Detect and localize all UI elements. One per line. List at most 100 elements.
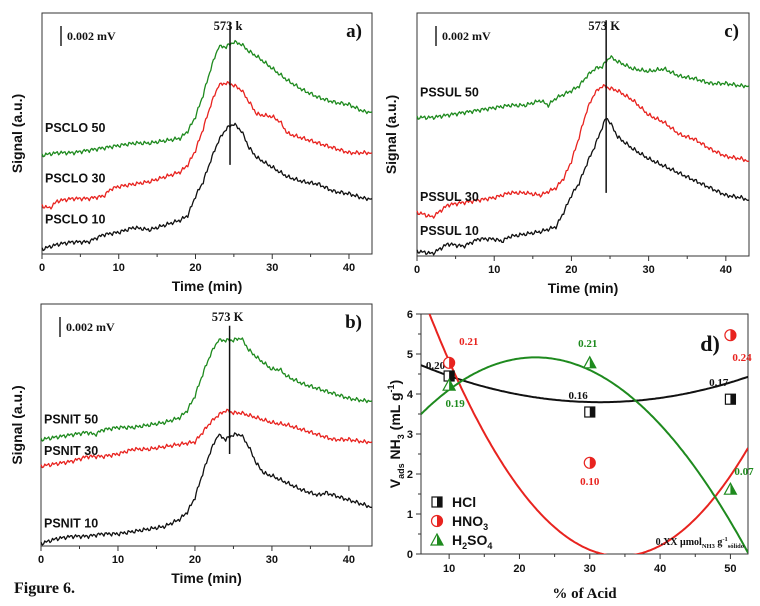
data-label: 0.21: [459, 336, 478, 348]
data-label: 0.16: [569, 390, 589, 402]
x-tick-label: 20: [565, 264, 577, 276]
y-axis-title: Signal (a.u.): [9, 385, 25, 464]
y-tick-label: 2: [407, 469, 413, 481]
data-label: 0.07: [734, 466, 754, 478]
x-tick-label: 30: [266, 554, 278, 566]
series-label: PSCLO 30: [45, 172, 105, 186]
panel-label: c): [724, 21, 739, 42]
y-axis-title-part: -1: [386, 384, 396, 392]
trace-psclo-50: [41, 39, 373, 158]
x-tick-label: 0: [39, 262, 45, 274]
marker-fill: [449, 357, 455, 369]
fit-curve-hno3: [428, 314, 748, 554]
y-axis-title-part: 3: [396, 434, 406, 439]
marker-label: 573 k: [214, 19, 243, 33]
unit-sup: -1: [722, 536, 727, 543]
x-axis-title: Time (min): [171, 570, 242, 586]
panel-label: a): [346, 21, 362, 42]
series-label: PSNIT 30: [44, 444, 98, 458]
x-tick-label: 30: [643, 264, 655, 276]
trace-psclo-30: [41, 81, 373, 210]
panel-b: 0 10 20 30 40 Time (min) Signal (a.u.) 0.002 mV…: [9, 303, 373, 586]
trace-psnit-30: [40, 408, 373, 469]
y-axis-title: Vads NH3 (mL g-1): [386, 380, 406, 488]
y-tick-label: 4: [407, 389, 414, 401]
y-axis-title-part: ): [387, 380, 403, 385]
legend-marker: [429, 532, 445, 546]
y-axis-title-part: V: [387, 478, 403, 488]
data-point-hno3: [724, 329, 737, 342]
legend-part: SO: [467, 532, 487, 548]
unit-sub: NH3: [702, 543, 716, 550]
y-axis-title-part: ads: [396, 463, 406, 479]
data-point-hcl: [584, 406, 596, 418]
x-tick-label: 30: [266, 262, 278, 274]
series-label: PSSUL 50: [420, 85, 479, 99]
marker-label: 573 K: [588, 19, 620, 33]
y-axis-title: Signal (a.u.): [9, 94, 25, 173]
data-point-hno3: [583, 456, 596, 469]
scale-bar-label: 0.002 mV: [66, 320, 115, 334]
panel-label: d): [700, 331, 720, 356]
scale-bar-label: 0.002 mV: [442, 29, 491, 43]
legend-label: H2SO4: [452, 532, 492, 551]
marker-fill: [730, 483, 737, 495]
legend-marker: [430, 514, 444, 528]
legend-sub: 2: [462, 541, 467, 551]
x-tick-label: 30: [584, 563, 596, 575]
fit-curve-hcl: [421, 364, 748, 404]
x-tick-label: 10: [443, 563, 455, 575]
trace-psnit-50: [40, 337, 373, 442]
marker-fill: [437, 534, 443, 545]
data-label: 0.19: [446, 398, 466, 410]
y-tick-label: 3: [407, 429, 413, 441]
legend-marker: [431, 496, 443, 508]
x-tick-label: 0: [414, 264, 420, 276]
unit-part: g: [715, 537, 723, 548]
x-tick-label: 10: [488, 264, 500, 276]
x-axis-title: Time (min): [548, 280, 619, 296]
marker-fill: [589, 356, 596, 368]
x-tick-label: 20: [189, 262, 201, 274]
legend-sub: 4: [487, 541, 492, 551]
trace-psclo-10: [41, 122, 373, 252]
trace-pssul-30: [416, 84, 750, 219]
data-label: 0.17: [709, 377, 729, 389]
trace-psnit-10: [40, 432, 373, 546]
figure-caption: Figure 6.: [14, 580, 76, 597]
marker-fill: [730, 329, 736, 341]
y-axis-title: Signal (a.u.): [383, 95, 399, 174]
trace-pssul-10: [416, 117, 750, 256]
marker-fill: [437, 497, 442, 507]
unit-sub: sólido: [728, 543, 744, 550]
x-tick-label: 10: [112, 554, 124, 566]
x-tick-label: 20: [189, 554, 201, 566]
legend-sub: 3: [483, 522, 488, 532]
data-point-h2so4: [442, 377, 457, 391]
data-point-hno3: [443, 356, 456, 369]
marker-label: 573 K: [212, 310, 244, 324]
y-tick-label: 6: [407, 309, 413, 321]
data-label: 0.20: [426, 360, 446, 372]
x-tick-label: 10: [113, 262, 125, 274]
marker-fill: [589, 457, 596, 469]
trace-pssul-50: [416, 55, 750, 121]
data-label: 0.21: [578, 338, 597, 350]
marker-fill: [730, 394, 736, 405]
series-label: PSNIT 10: [44, 516, 98, 530]
series-label: PSCLO 10: [45, 212, 105, 226]
series-label: PSSUL 30: [420, 190, 479, 204]
y-tick-label: 0: [407, 549, 413, 561]
marker-fill: [589, 407, 595, 417]
unit-note: 0.XX μmolNH3 g-1sólido: [656, 536, 744, 550]
plot-frame: [416, 12, 750, 257]
data-point-h2so4: [582, 355, 597, 369]
x-tick-label: 20: [513, 563, 525, 575]
x-tick-label: 40: [654, 563, 666, 575]
x-tick-label: 40: [720, 264, 732, 276]
panel-c: 0 10 20 30 40 Time (min) Signal (a.u.) 0.002 mV…: [383, 12, 750, 296]
panel-label: b): [345, 312, 362, 333]
